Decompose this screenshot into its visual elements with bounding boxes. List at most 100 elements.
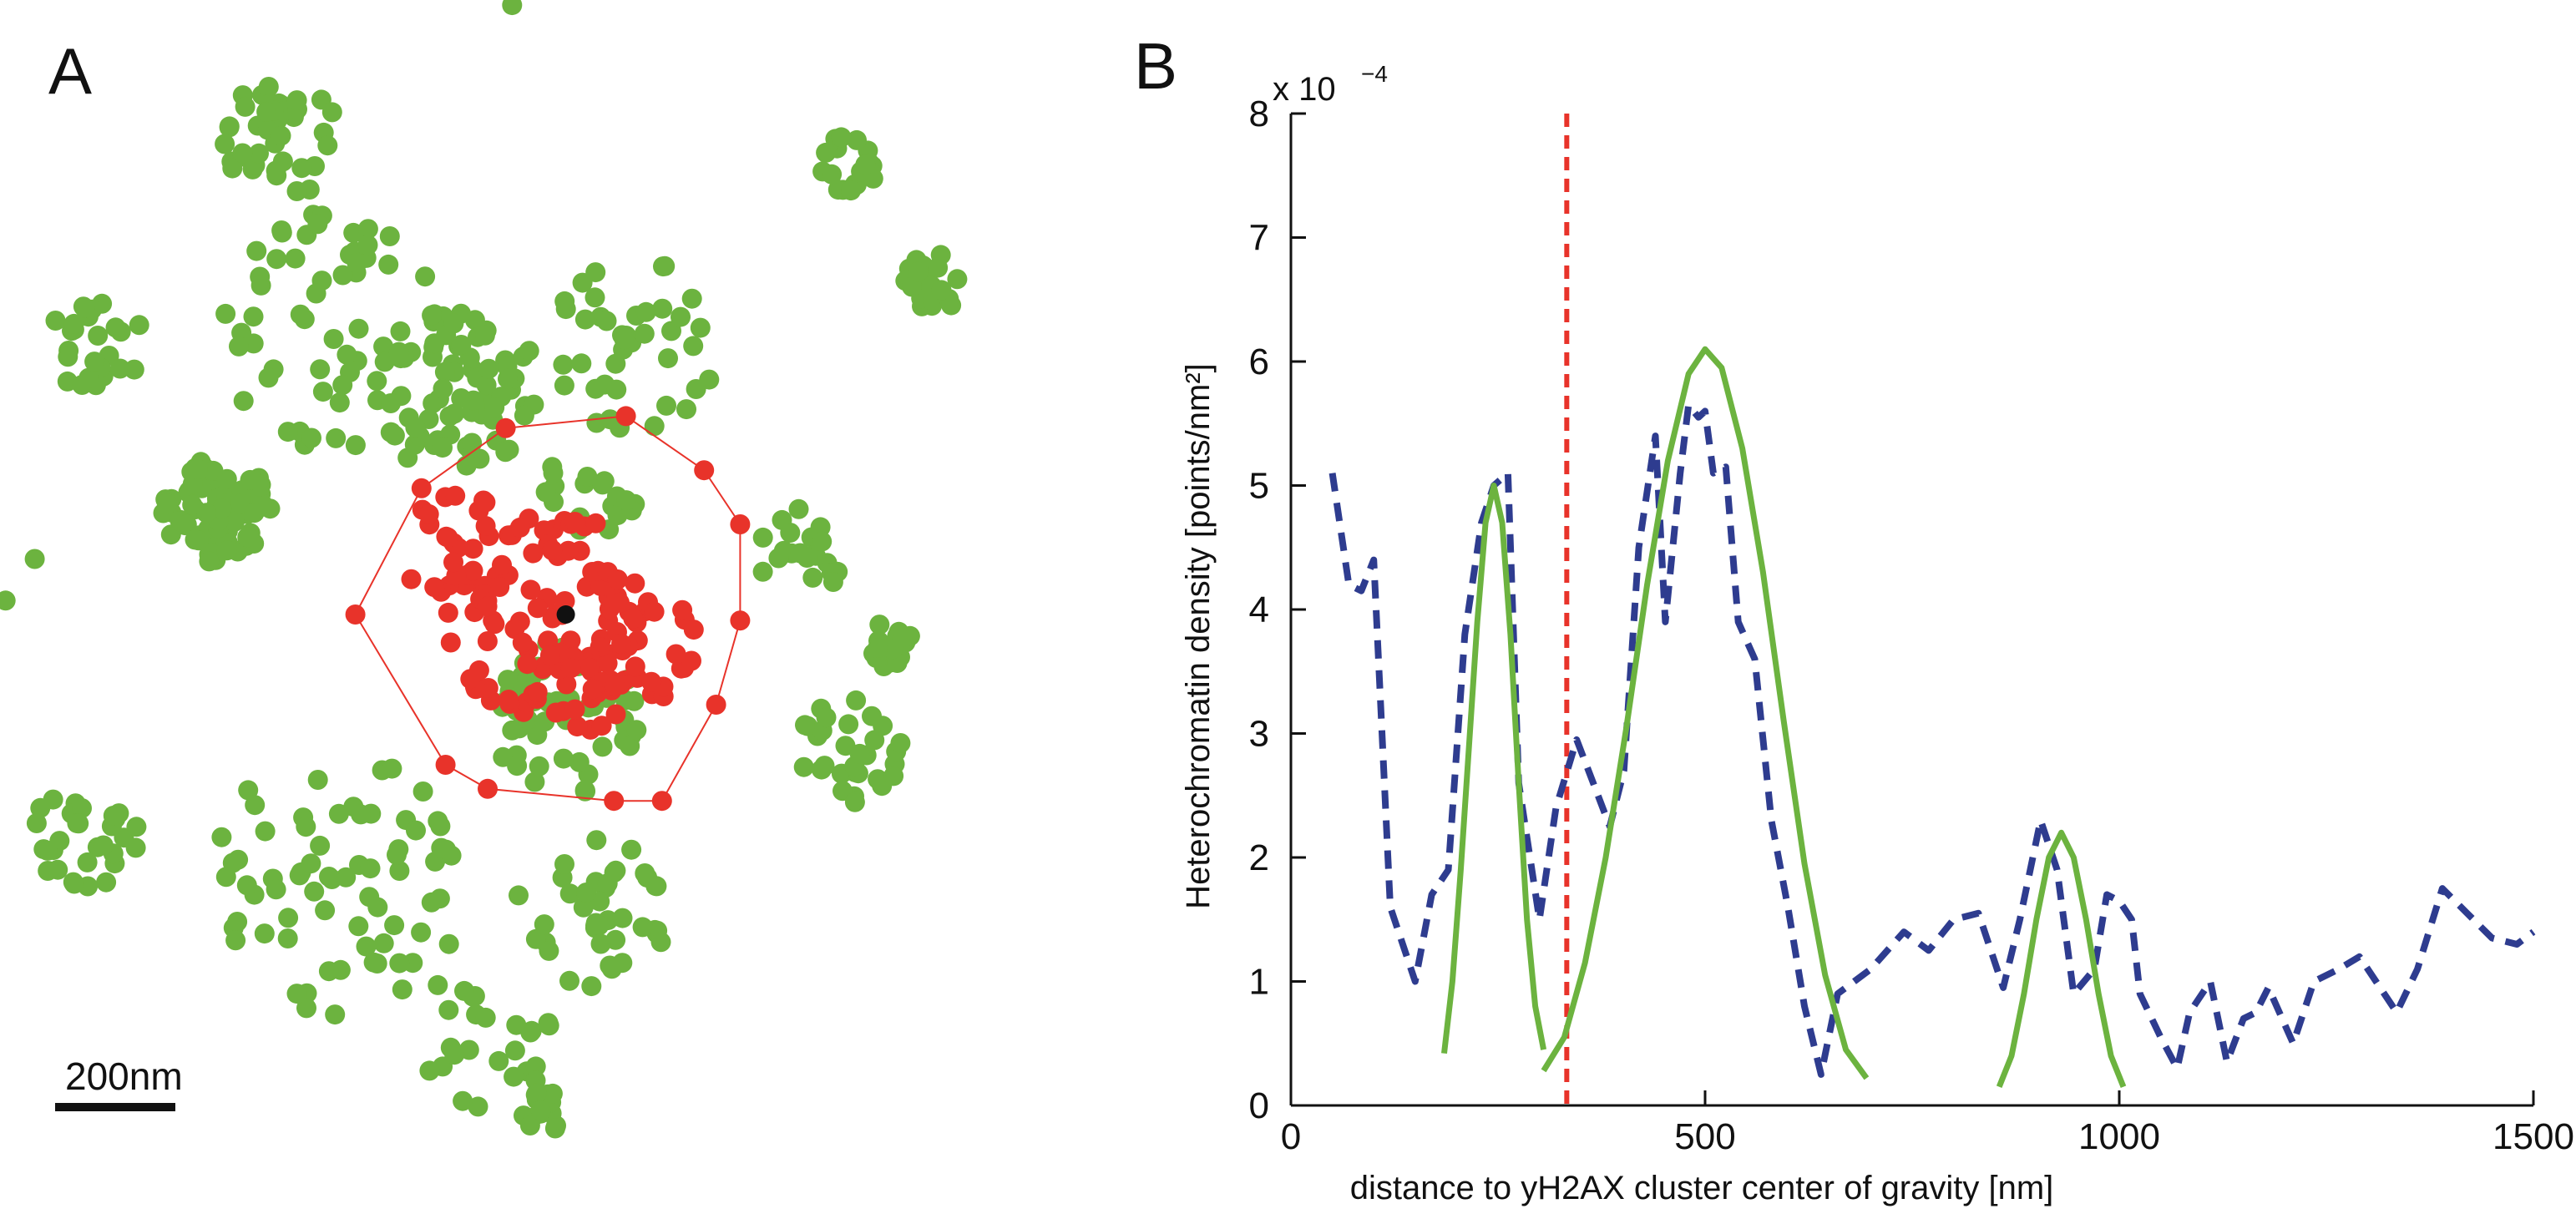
green-point [650,932,671,953]
green-point [24,549,45,569]
green-point [816,142,837,163]
green-point [658,348,678,369]
green-point [266,160,286,181]
green-point [318,961,339,982]
green-point [317,135,338,156]
green-point [411,922,432,943]
red-point [666,644,686,665]
red-point [345,604,366,625]
green-point [931,280,952,301]
green-point [676,399,696,420]
green-point [502,720,523,741]
y-tick-label: 6 [1249,341,1269,382]
green-point [585,262,606,283]
red-point [401,569,422,589]
green-point [219,116,240,137]
green-point [374,352,395,372]
green-point [72,798,92,818]
green-point [444,1044,465,1065]
green-point [336,867,357,888]
green-point [873,716,893,736]
green-point [816,707,837,728]
green-point [392,979,412,1000]
green-point [451,335,472,355]
green-point [255,821,276,842]
green-point [504,1040,525,1061]
red-point [556,674,577,695]
green-point [478,358,499,379]
green-point [419,1060,440,1081]
green-point [534,914,554,935]
green-point [495,442,516,463]
y-tick-label: 4 [1249,589,1269,630]
green-point [182,494,203,515]
green-point [345,435,366,456]
red-point [424,577,445,598]
green-point [846,690,867,711]
green-point [63,313,84,334]
green-point [306,283,326,304]
green-point [240,469,261,490]
green-point [802,567,823,588]
green-point [605,860,626,881]
green-point [229,336,249,357]
exponent-base: x 10 [1273,71,1336,108]
red-point [484,614,505,635]
red-point [651,791,672,812]
scale-bar-label: 200nm [65,1055,183,1098]
y-axis-label: Heterochromatin density [points/nm²] [1180,363,1217,909]
green-point [215,134,235,154]
red-point [560,658,581,679]
red-point [435,755,456,775]
red-point [463,560,483,581]
red-point [527,681,548,702]
green-point [211,827,232,847]
green-point [592,474,613,495]
density-series-dashed [1328,402,2536,1078]
green-point [526,1083,547,1104]
green-point [244,503,265,523]
green-point [286,181,307,201]
green-point [216,468,237,489]
green-point [841,180,862,201]
red-point [463,539,483,559]
green-point [329,392,350,413]
green-point [373,933,394,953]
panel-a-scatter [0,0,968,1139]
green-point [277,928,298,948]
green-point [129,315,149,336]
green-point [634,323,655,344]
green-point [30,797,51,818]
green-point [681,288,702,309]
red-point [489,577,510,597]
green-point [559,883,580,904]
green-point [844,792,865,812]
red-point [579,657,600,678]
green-point [258,77,279,97]
y-tick-label: 0 [1249,1085,1269,1126]
green-point [296,817,316,837]
green-point [325,1004,346,1025]
green-point [236,875,257,896]
green-point [686,379,706,399]
green-point [332,265,353,286]
fit-curve-1 [1441,483,1547,1054]
green-point [524,771,545,792]
green-point [271,125,291,146]
green-point [671,306,691,327]
green-point [348,916,369,937]
green-point [574,780,595,801]
green-point [589,915,610,936]
green-point [553,354,574,375]
green-point [199,551,220,572]
green-point [312,382,333,402]
red-point [527,598,548,619]
green-point [77,852,98,872]
green-point [430,816,451,837]
red-point [625,656,645,677]
green-point [868,638,888,659]
green-point [797,548,817,568]
green-point [868,769,888,790]
green-point [812,531,833,552]
